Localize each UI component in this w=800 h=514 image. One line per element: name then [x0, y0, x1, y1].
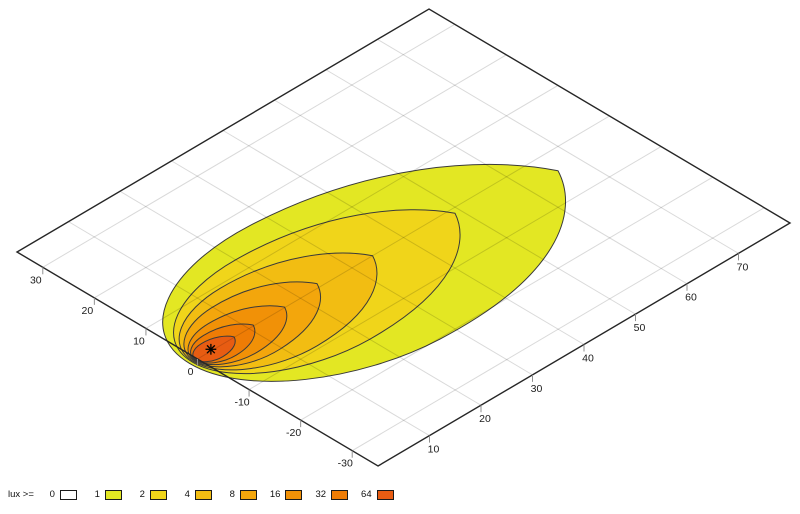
- legend-level-label: 4: [184, 489, 190, 500]
- legend-level-label: 32: [315, 489, 327, 500]
- y-tick-label: -10: [234, 397, 249, 409]
- legend-color-swatch: [376, 489, 394, 500]
- lamp-marker: [205, 343, 217, 355]
- x-tick-label: 40: [582, 352, 594, 364]
- legend-item-32: 32: [315, 489, 349, 500]
- x-tick-label: 50: [634, 322, 646, 334]
- legend-item-16: 16: [270, 489, 303, 500]
- x-tick-label: 60: [685, 292, 697, 304]
- legend-item-0: 0: [45, 489, 77, 500]
- legend-item-2: 2: [135, 489, 167, 500]
- legend-color-swatch: [104, 489, 122, 500]
- legend: lux >= 0 1 2 4 8 16 32 64: [8, 489, 394, 500]
- grid-line: [275, 100, 636, 314]
- y-tick-label: -30: [338, 458, 353, 470]
- y-tick-label: 0: [188, 366, 194, 378]
- legend-title: lux >=: [8, 489, 34, 500]
- grid-line: [120, 191, 481, 405]
- legend-level-label: 8: [229, 489, 235, 500]
- grid-line: [94, 55, 506, 298]
- legend-color-swatch: [149, 489, 167, 500]
- legend-color-swatch: [239, 489, 257, 500]
- lamp-marker-stroke: [206, 344, 216, 354]
- grid-line: [326, 70, 687, 284]
- legend-item-4: 4: [180, 489, 212, 500]
- x-tick-label: 10: [428, 444, 440, 456]
- legend-item-64: 64: [361, 489, 394, 500]
- x-tick-label: 70: [737, 261, 749, 273]
- y-tick-label: -20: [286, 427, 301, 439]
- grid-line: [172, 161, 533, 375]
- grid-line: [43, 24, 455, 267]
- grid-line: [223, 131, 584, 345]
- legend-level-label: 0: [49, 489, 55, 500]
- grid-line: [378, 39, 739, 253]
- legend-color-swatch: [194, 489, 212, 500]
- legend-level-label: 1: [94, 489, 100, 500]
- y-tick-label: 20: [82, 305, 94, 317]
- plot-plane: [9, 9, 790, 471]
- grid-line: [146, 85, 558, 328]
- legend-level-label: 16: [269, 489, 281, 500]
- legend-item-1: 1: [90, 489, 122, 500]
- x-tick-label: 20: [479, 413, 491, 425]
- legend-level-label: 64: [361, 489, 372, 500]
- grid-line: [198, 116, 610, 359]
- legend-color-swatch: [285, 489, 303, 500]
- legend-item-8: 8: [225, 489, 257, 500]
- x-tick-label: 30: [531, 383, 543, 395]
- legend-level-label: 2: [139, 489, 145, 500]
- grid-line: [352, 208, 764, 451]
- plot-border: [17, 9, 790, 466]
- legend-color-swatch: [59, 489, 77, 500]
- grid-line: [69, 222, 430, 436]
- legend-items: 0 1 2 4 8 16 32 64: [45, 489, 394, 500]
- grid-line: [249, 147, 661, 390]
- grid-line: [301, 177, 713, 420]
- y-tick-label: 10: [133, 335, 145, 347]
- legend-color-swatch: [331, 489, 349, 500]
- y-tick-label: 30: [30, 274, 42, 286]
